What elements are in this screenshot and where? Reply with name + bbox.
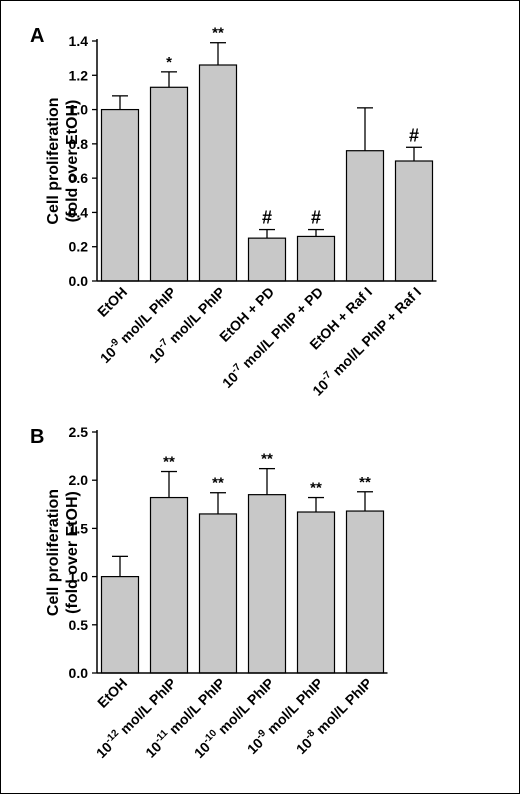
panel-a-y-axis-title-line2: (fold over EtOH) xyxy=(64,100,81,223)
panel-b-y-tick-label: 0.5 xyxy=(69,617,89,633)
panel-a-y-tick-label: 0.2 xyxy=(69,239,89,255)
panel-a-x-tick-label: EtOH xyxy=(94,284,130,320)
panel-a-letter: A xyxy=(30,25,44,47)
panel-b-bar xyxy=(296,511,336,674)
panel-b-significance-mark: ** xyxy=(261,451,273,468)
panel-b-y-axis-title: Cell proliferation (fold over EtOH) xyxy=(45,489,81,616)
panel-b-bar xyxy=(247,494,287,674)
panel-b-significance-mark: ** xyxy=(163,454,175,471)
panel-b-bar xyxy=(149,496,189,674)
panel-b-y-axis-title-line1: Cell proliferation xyxy=(45,489,62,616)
panel-a-bar xyxy=(247,237,287,282)
panel-a-y-axis-title-line1: Cell proliferation xyxy=(45,97,62,224)
panel-b-bar xyxy=(100,575,140,674)
panel-a-significance-mark: # xyxy=(262,208,272,228)
panel-a-y-tick-label: 0.6 xyxy=(69,170,89,186)
panel-a-bar xyxy=(149,86,189,282)
panel-b-y-tick-label: 0.0 xyxy=(69,665,89,681)
panel-b-y-tick-label: 2.0 xyxy=(69,472,89,488)
panel-a-y-tick-label: 1.2 xyxy=(69,67,89,83)
panel-b-bar xyxy=(198,513,238,674)
panel-a-y-tick-label: 0.4 xyxy=(69,204,89,220)
panel-a-bar xyxy=(296,235,336,282)
panel-b-significance-mark: ** xyxy=(359,474,371,491)
panel-a-significance-mark: ** xyxy=(212,25,224,42)
panel-b-x-tick-label: EtOH xyxy=(94,675,130,711)
panel-a-bar xyxy=(394,160,434,282)
panel-b-letter: B xyxy=(30,426,44,448)
panel-a-bar xyxy=(198,64,238,282)
panel-b-y-tick-label: 2.5 xyxy=(69,424,89,440)
panel-a-y-axis-title: Cell proliferation (fold over EtOH) xyxy=(45,97,81,224)
panel-a-significance-mark: * xyxy=(166,54,172,71)
panel-a-y-tick-label: 1.0 xyxy=(69,102,89,118)
panel-a-y-tick-label: 1.4 xyxy=(69,33,89,49)
panel-a-bar xyxy=(100,108,140,282)
panel-a-y-tick-label: 0.0 xyxy=(69,273,89,289)
panel-a-bar xyxy=(345,150,385,282)
panel-b-y-tick-label: 1.0 xyxy=(69,569,89,585)
panel-b-y-tick-label: 1.5 xyxy=(69,520,89,536)
panel-a-significance-mark: # xyxy=(311,208,321,228)
panel-b-y-axis-title-line2: (fold over EtOH) xyxy=(64,491,81,614)
panel-a-y-tick-label: 0.8 xyxy=(69,136,89,152)
panel-b-significance-mark: ** xyxy=(212,475,224,492)
panel-a-significance-mark: # xyxy=(409,125,419,145)
panel-b-significance-mark: ** xyxy=(310,480,322,497)
panel-b-bar xyxy=(345,510,385,674)
